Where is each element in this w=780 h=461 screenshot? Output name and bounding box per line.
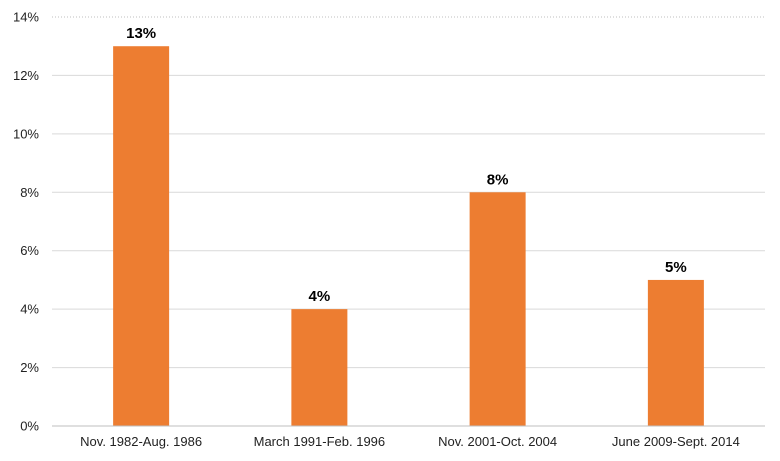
data-label: 8% — [487, 171, 509, 188]
x-tick-label: Nov. 2001-Oct. 2004 — [438, 434, 557, 449]
y-tick-label: 0% — [20, 419, 39, 434]
data-label: 4% — [309, 288, 331, 305]
bar — [647, 279, 704, 426]
x-tick-label: June 2009-Sept. 2014 — [612, 434, 740, 449]
x-tick-label: Nov. 1982-Aug. 1986 — [80, 434, 202, 449]
bars — [113, 46, 704, 426]
y-axis-tick-labels: 0% 2% 4% 6% 8% 10% 12% 14% — [13, 10, 39, 434]
y-tick-label: 8% — [20, 185, 39, 200]
data-labels: 13% 4% 8% 5% — [126, 25, 687, 305]
bar — [469, 192, 526, 426]
x-axis-tick-labels: Nov. 1982-Aug. 1986 March 1991-Feb. 1996 N… — [80, 434, 740, 449]
y-tick-label: 12% — [13, 68, 39, 83]
data-label: 13% — [126, 25, 156, 42]
y-tick-label: 6% — [20, 243, 39, 258]
y-tick-label: 4% — [20, 302, 39, 317]
bar — [113, 46, 170, 426]
bar — [291, 309, 348, 426]
y-gridlines — [52, 16, 765, 369]
x-tick-label: March 1991-Feb. 1996 — [254, 434, 386, 449]
y-tick-label: 10% — [13, 126, 39, 141]
data-label: 5% — [665, 259, 687, 276]
y-tick-label: 2% — [20, 360, 39, 375]
y-tick-label: 14% — [13, 10, 39, 25]
